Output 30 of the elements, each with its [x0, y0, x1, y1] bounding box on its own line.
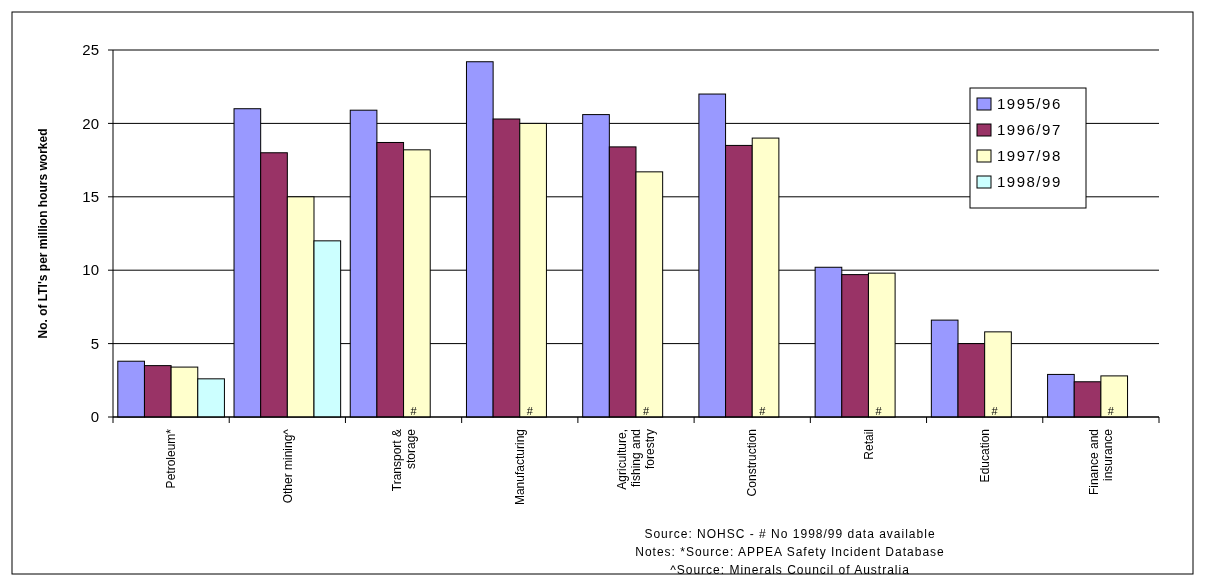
text: ^Source: Minerals Council of Australia	[670, 563, 910, 577]
annotation: #	[991, 405, 999, 417]
y-tick-label: 15	[82, 188, 99, 206]
y-tick-label: 5	[90, 334, 99, 352]
y-axis-title: No. of LTI's per million hours worked	[36, 128, 50, 339]
legend-label: 1997/98	[997, 147, 1062, 165]
annotation: #	[410, 405, 418, 417]
annotation: #	[1107, 405, 1115, 417]
x-tick-label: Education	[977, 429, 992, 483]
y-tick-label: 0	[90, 408, 99, 426]
annotation: #	[526, 405, 534, 417]
x-tick-label: Construction	[745, 429, 760, 497]
annotation: #	[759, 405, 767, 417]
x-tick-label: Transport & storage	[389, 428, 418, 492]
text: Notes: *Source: APPEA Safety Incident Database	[635, 545, 945, 559]
legend-label: 1995/96	[997, 95, 1062, 113]
annotation: #	[642, 405, 650, 417]
x-tick-label: Other mining^	[280, 428, 295, 504]
x-tick-label: Petroleum*	[164, 428, 179, 489]
x-tick-label: Agriculture, fishing and forestry	[615, 429, 658, 490]
x-tick-label: Retail	[861, 429, 876, 460]
x-tick-label: Finance and insurance	[1087, 428, 1116, 496]
y-tick-label: 10	[82, 261, 99, 279]
y-tick-label: 25	[82, 41, 99, 59]
legend-label: 1996/97	[997, 121, 1062, 139]
source-note: Source: NOHSC - # No 1998/99 data available	[644, 527, 936, 541]
legend-label: 1998/99	[997, 173, 1062, 191]
annotation: #	[875, 405, 883, 417]
y-tick-label: 20	[82, 114, 99, 132]
x-tick-label: Manufacturing	[512, 429, 527, 506]
